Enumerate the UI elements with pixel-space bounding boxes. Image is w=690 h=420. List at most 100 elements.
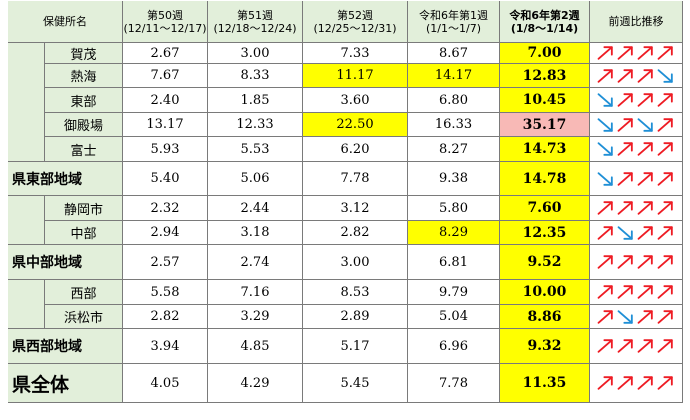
area-name-text: 西部	[70, 286, 97, 302]
rate-text: 2.67	[150, 45, 180, 61]
up-arrow-icon	[597, 68, 613, 83]
rate-text: 2.32	[150, 200, 180, 216]
week-label: 令和6年第1週	[419, 8, 488, 22]
up-arrow-icon	[637, 255, 653, 269]
rate-text: 6.96	[439, 338, 468, 354]
area-name-text: 県東部地域	[12, 171, 82, 188]
up-arrow-icon	[597, 46, 613, 60]
area-name: 県中部地域	[8, 245, 123, 280]
rate-value: 9.79	[408, 280, 500, 305]
rate-value: 5.06	[208, 162, 303, 196]
area-name: 県東部地域	[8, 162, 123, 196]
area-name: 静岡市	[45, 196, 123, 221]
area-name: 御殿場	[45, 113, 123, 137]
week-range: (1/8～1/14)	[510, 21, 579, 35]
rate-text: 2.57	[150, 254, 180, 270]
rate-text: 6.20	[340, 141, 370, 157]
rate-text: 5.80	[439, 200, 468, 216]
area-name: 富士	[45, 137, 123, 162]
header-label: 前週比推移	[608, 15, 664, 28]
rate-value: 5.04	[408, 305, 500, 329]
rate-text: 5.53	[240, 141, 270, 157]
rate-value: 6.81	[408, 245, 500, 280]
rate-text: 35.17	[522, 116, 567, 133]
rate-value: 11.17	[303, 64, 408, 88]
rate-value: 6.20	[303, 137, 408, 162]
rate-value: 12.35	[500, 221, 590, 245]
trend-arrows	[590, 305, 683, 329]
rate-value: 2.89	[303, 305, 408, 329]
area-name-text: 静岡市	[63, 202, 103, 218]
rate-text: 7.60	[527, 200, 562, 216]
up-arrow-icon	[657, 171, 673, 186]
rate-text: 10.45	[522, 92, 567, 108]
area-name: 東部	[45, 88, 123, 113]
rate-text: 10.00	[522, 284, 567, 300]
up-arrow-icon	[617, 93, 633, 107]
rate-text: 5.17	[340, 338, 370, 354]
header-week-2: 第51週 (12/18～12/24)	[208, 1, 303, 43]
rate-text: 11.35	[522, 375, 567, 391]
rate-text: 5.58	[150, 284, 180, 300]
rate-value: 4.29	[208, 364, 303, 403]
trend-arrows	[590, 364, 683, 403]
rate-value: 3.00	[303, 245, 408, 280]
down-arrow-icon	[657, 68, 673, 83]
week-label: 第50週	[147, 8, 183, 22]
up-arrow-icon	[637, 171, 653, 186]
week-range: (1/1～1/7)	[426, 21, 481, 35]
up-arrow-icon	[617, 255, 633, 269]
rate-value: 7.67	[123, 64, 208, 88]
up-arrow-icon	[597, 285, 613, 299]
rate-text: 3.00	[240, 45, 270, 61]
trend-arrows	[590, 280, 683, 305]
down-arrow-icon	[637, 117, 653, 132]
rate-text: 5.93	[150, 141, 180, 157]
rate-text: 8.27	[439, 141, 468, 157]
down-arrow-icon	[597, 117, 613, 132]
trend-arrows	[590, 113, 683, 137]
rate-text: 2.94	[150, 225, 180, 240]
rate-text: 22.50	[336, 117, 374, 132]
rate-text: 12.33	[236, 117, 274, 132]
rate-value: 8.67	[408, 43, 500, 64]
rate-value: 8.33	[208, 64, 303, 88]
up-arrow-icon	[637, 339, 653, 353]
rate-value: 4.05	[123, 364, 208, 403]
rate-text: 9.32	[527, 338, 562, 354]
rate-value: 11.35	[500, 364, 590, 403]
rate-text: 7.78	[340, 171, 370, 186]
header-week-3: 第52週 (12/25～12/31)	[303, 1, 408, 43]
area-name-text: 東部	[70, 94, 97, 110]
area-name-text: 富士	[70, 143, 97, 159]
rate-text: 8.29	[439, 225, 468, 240]
rate-value: 5.80	[408, 196, 500, 221]
trend-arrows	[590, 221, 683, 245]
rate-text: 16.33	[434, 117, 473, 132]
rate-value: 12.83	[500, 64, 590, 88]
rate-text: 2.44	[240, 200, 270, 216]
rate-value: 2.94	[123, 221, 208, 245]
rate-text: 2.82	[150, 309, 180, 324]
rate-value: 2.74	[208, 245, 303, 280]
down-arrow-icon	[597, 93, 613, 107]
rate-value: 5.58	[123, 280, 208, 305]
up-arrow-icon	[597, 201, 613, 215]
header-trend: 前週比推移	[590, 1, 683, 43]
area-name: 賀茂	[45, 43, 123, 64]
up-arrow-icon	[637, 376, 653, 390]
up-arrow-icon	[657, 285, 673, 299]
rate-text: 2.89	[340, 309, 370, 324]
rate-value: 3.94	[123, 329, 208, 364]
area-name-text: 賀茂	[70, 47, 97, 63]
rate-value: 5.93	[123, 137, 208, 162]
rate-value: 1.85	[208, 88, 303, 113]
rate-text: 9.79	[439, 284, 468, 300]
rate-text: 5.04	[439, 309, 468, 324]
group-gutter-2	[8, 196, 45, 245]
up-arrow-icon	[597, 309, 613, 324]
area-name-text: 熱海	[70, 70, 97, 85]
area-name-text: 中部	[70, 227, 97, 242]
rate-text: 2.74	[240, 254, 270, 270]
